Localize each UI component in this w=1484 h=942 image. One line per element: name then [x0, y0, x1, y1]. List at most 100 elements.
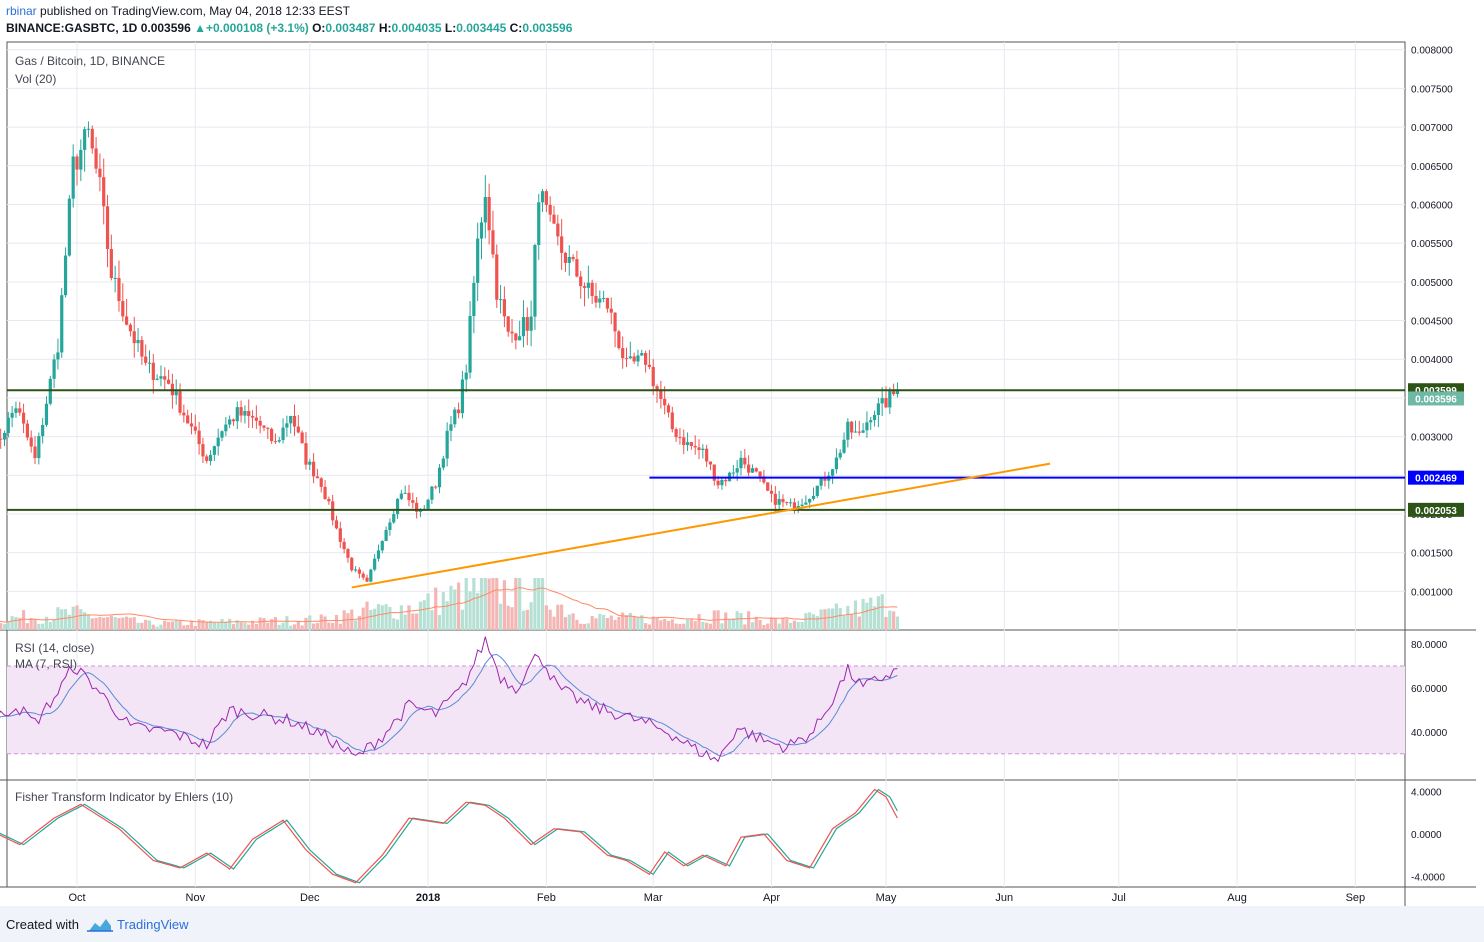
candle-body [144, 356, 148, 363]
volume-bar [296, 621, 300, 630]
trendline[interactable] [351, 462, 1051, 589]
volume-bar [399, 605, 403, 630]
fisher-pane-title: Fisher Transform Indicator by Ehlers (10… [15, 790, 233, 804]
x-tick-label: Apr [763, 892, 780, 904]
volume-bar [182, 625, 186, 630]
volume-bar [449, 585, 453, 630]
volume-bar [678, 624, 682, 630]
candle-body [865, 422, 869, 431]
volume-bar [243, 622, 247, 630]
change-value: +0.000108 (+3.1%) [205, 21, 309, 35]
candle-body [815, 485, 819, 496]
low-label: L: [444, 21, 457, 35]
volume-bar [514, 578, 518, 630]
candle-body [125, 316, 129, 325]
volume-bar [186, 625, 190, 630]
volume-bar [495, 578, 499, 630]
last-price-tag [1408, 391, 1464, 406]
volume-bar [724, 612, 728, 630]
candle-body [33, 446, 37, 459]
candle-body [247, 410, 251, 416]
volume-bar [785, 618, 789, 630]
candle-body [18, 408, 22, 413]
author-link[interactable]: rbinar [6, 4, 37, 18]
candle-body [769, 490, 774, 494]
candle-body [52, 359, 56, 379]
rsi-band [7, 666, 1405, 754]
candle-body [643, 353, 648, 365]
volume-bar [479, 578, 484, 630]
volume-bar [884, 616, 888, 630]
volume-bar [643, 623, 648, 630]
candle-body [44, 403, 49, 425]
volume-bar [86, 614, 91, 630]
volume-bar [743, 624, 747, 630]
candle-body [384, 530, 388, 542]
volume-bar [21, 610, 26, 630]
candle-body [289, 415, 293, 424]
candle-body [147, 362, 152, 364]
volume-bar [102, 617, 106, 630]
volume-bar [739, 613, 743, 630]
candle-body [491, 230, 495, 255]
candle-body [430, 486, 434, 500]
volume-bar [415, 613, 419, 630]
candle-body [571, 256, 575, 260]
x-tick-label: 2018 [416, 892, 440, 904]
candle-body [224, 424, 228, 432]
candle-body [556, 223, 560, 237]
volume-bar [273, 617, 278, 630]
candle-body [838, 452, 842, 458]
candle-body [655, 386, 659, 391]
tradingview-cloud-icon[interactable] [86, 914, 114, 936]
rsi-tick-label: 60.0000 [1411, 684, 1448, 695]
candle-body [758, 471, 762, 477]
volume-bar [498, 603, 503, 630]
volume-bar [407, 605, 411, 630]
candle-body [582, 286, 587, 288]
volume-bar [2, 624, 7, 630]
rsi-tick-label: 40.0000 [1411, 728, 1448, 739]
price-tick-label: 0.001500 [1411, 549, 1453, 560]
candle-body [380, 541, 384, 551]
tradingview-link[interactable]: TradingView [117, 917, 189, 932]
x-tick-label: Mar [644, 892, 663, 904]
candle-body [636, 355, 640, 362]
candle-body [540, 191, 545, 203]
volume-bar [128, 617, 133, 630]
volume-bar [575, 619, 579, 630]
candle-body [350, 557, 354, 571]
candle-body [113, 277, 117, 279]
candle-body [621, 348, 625, 359]
volume-bar [567, 614, 571, 630]
volume-bar [113, 617, 117, 630]
volume-bar [250, 620, 255, 630]
volume-bar [33, 619, 37, 630]
candle-body [71, 156, 75, 199]
volume-bar [830, 608, 835, 630]
candle-body [21, 412, 26, 424]
volume-bar [270, 619, 274, 630]
candle-body [266, 427, 270, 429]
candle-body [880, 398, 884, 404]
candle-body [437, 467, 442, 488]
candle-body [537, 202, 541, 246]
candle-body [869, 420, 873, 423]
candle-body [10, 412, 14, 418]
candle-body [624, 358, 629, 360]
volume-bar [67, 614, 71, 630]
volume-bar [121, 617, 125, 630]
candle-body [445, 430, 449, 459]
volume-bar [838, 608, 842, 630]
candle-body [876, 403, 880, 415]
volume-bar [90, 618, 94, 630]
volume-bar [850, 613, 854, 630]
candle-body [342, 541, 346, 550]
volume-bar [750, 622, 755, 630]
volume-bar [258, 617, 262, 630]
candle-body [178, 391, 182, 413]
candle-body [590, 282, 594, 297]
chart-canvas[interactable]: Oct Nov Dec 2018 Feb Mar Apr May Jun Jul Aug Sep 0.0… [0, 0, 1484, 906]
volume-ma-line [0, 587, 898, 623]
candle-body [453, 409, 457, 425]
